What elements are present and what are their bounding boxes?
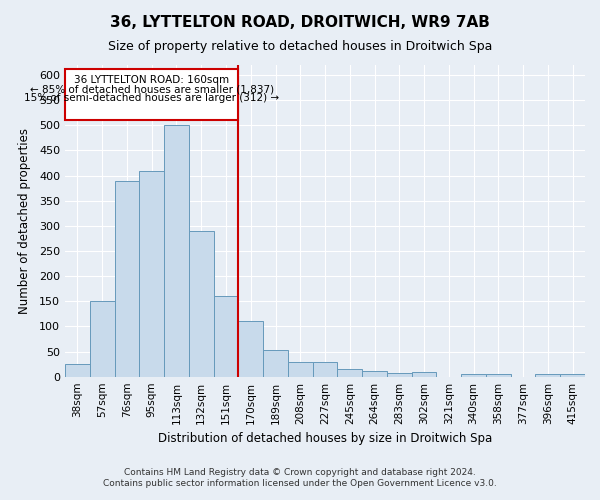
Bar	[337, 369, 362, 376]
FancyBboxPatch shape	[65, 69, 238, 120]
Text: 15% of semi-detached houses are larger (312) →: 15% of semi-detached houses are larger (…	[24, 93, 279, 103]
Text: Size of property relative to detached houses in Droitwich Spa: Size of property relative to detached ho…	[108, 40, 492, 53]
Bar	[214, 296, 238, 376]
Bar	[238, 322, 263, 376]
Bar	[164, 126, 189, 376]
Bar	[90, 302, 115, 376]
Bar	[560, 374, 585, 376]
Text: 36 LYTTELTON ROAD: 160sqm: 36 LYTTELTON ROAD: 160sqm	[74, 75, 229, 85]
Y-axis label: Number of detached properties: Number of detached properties	[18, 128, 31, 314]
Bar	[486, 374, 511, 376]
Bar	[362, 370, 387, 376]
Text: ← 85% of detached houses are smaller (1,837): ← 85% of detached houses are smaller (1,…	[29, 84, 274, 94]
Bar	[65, 364, 90, 376]
Bar	[139, 170, 164, 376]
Text: 36, LYTTELTON ROAD, DROITWICH, WR9 7AB: 36, LYTTELTON ROAD, DROITWICH, WR9 7AB	[110, 15, 490, 30]
X-axis label: Distribution of detached houses by size in Droitwich Spa: Distribution of detached houses by size …	[158, 432, 492, 445]
Bar	[288, 362, 313, 376]
Bar	[461, 374, 486, 376]
Bar	[412, 372, 436, 376]
Bar	[189, 231, 214, 376]
Bar	[263, 350, 288, 376]
Bar	[535, 374, 560, 376]
Bar	[115, 180, 139, 376]
Bar	[313, 362, 337, 376]
Bar	[387, 372, 412, 376]
Text: Contains HM Land Registry data © Crown copyright and database right 2024.
Contai: Contains HM Land Registry data © Crown c…	[103, 468, 497, 487]
